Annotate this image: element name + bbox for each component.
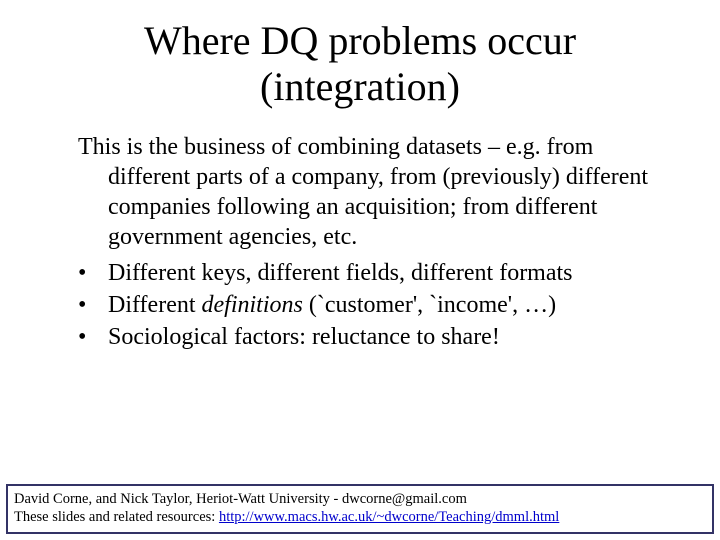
footer-line-1: David Corne, and Nick Taylor, Heriot-Wat… xyxy=(14,490,706,508)
list-item: Different keys, different fields, differ… xyxy=(108,258,680,288)
lead-paragraph: This is the business of combining datase… xyxy=(40,132,680,252)
slide: Where DQ problems occur (integration) Th… xyxy=(0,0,720,540)
list-item: Sociological factors: reluctance to shar… xyxy=(108,322,680,352)
footer-line-2: These slides and related resources: http… xyxy=(14,508,706,526)
footer-link[interactable]: http://www.macs.hw.ac.uk/~dwcorne/Teachi… xyxy=(219,509,559,525)
title-line-1: Where DQ problems occur xyxy=(144,18,576,63)
bullet-text-em: definitions xyxy=(202,292,303,318)
bullet-text-post: (`customer', `income', …) xyxy=(303,292,556,318)
footer-box: David Corne, and Nick Taylor, Heriot-Wat… xyxy=(6,484,714,534)
slide-body: This is the business of combining datase… xyxy=(0,110,720,352)
footer-line-2-pre: These slides and related resources: xyxy=(14,509,219,525)
title-line-2: (integration) xyxy=(260,64,460,109)
list-item: Different definitions (`customer', `inco… xyxy=(108,290,680,320)
bullet-text-pre: Different xyxy=(108,292,202,318)
bullet-text: Different keys, different fields, differ… xyxy=(108,260,573,286)
bullet-text: Sociological factors: reluctance to shar… xyxy=(108,324,500,350)
bullet-list: Different keys, different fields, differ… xyxy=(40,258,680,352)
slide-title: Where DQ problems occur (integration) xyxy=(0,0,720,110)
